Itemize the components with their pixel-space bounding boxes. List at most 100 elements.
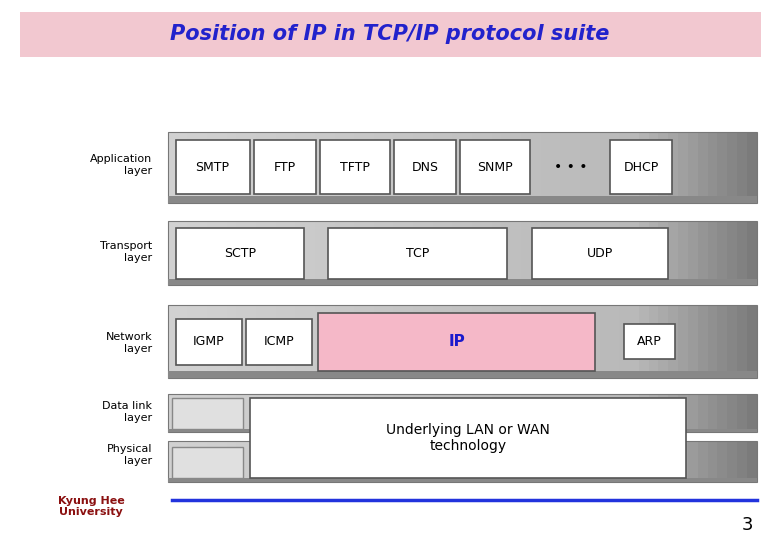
Bar: [541, 394, 551, 432]
Bar: [305, 441, 316, 482]
Bar: [580, 394, 590, 432]
Bar: [629, 305, 640, 378]
Bar: [354, 305, 365, 378]
Bar: [609, 132, 620, 202]
Bar: [324, 394, 335, 432]
Bar: [472, 221, 483, 285]
Bar: [364, 132, 374, 202]
Bar: [413, 221, 424, 285]
Bar: [718, 441, 728, 482]
Bar: [609, 441, 620, 482]
Bar: [629, 132, 640, 202]
Bar: [560, 221, 571, 285]
Bar: [590, 394, 601, 432]
Bar: [482, 221, 492, 285]
Bar: [658, 221, 669, 285]
Bar: [600, 305, 610, 378]
Bar: [226, 132, 237, 202]
Bar: [354, 394, 365, 432]
Bar: [688, 221, 698, 285]
Bar: [207, 132, 218, 202]
Bar: [413, 305, 424, 378]
Bar: [511, 132, 522, 202]
Bar: [403, 394, 414, 432]
Bar: [315, 132, 325, 202]
Bar: [285, 132, 296, 202]
Bar: [328, 228, 507, 279]
Bar: [197, 305, 207, 378]
Bar: [668, 441, 679, 482]
Bar: [345, 305, 355, 378]
Bar: [345, 132, 355, 202]
Bar: [668, 305, 679, 378]
Bar: [345, 221, 355, 285]
Bar: [600, 221, 610, 285]
Bar: [256, 394, 267, 432]
Bar: [236, 132, 247, 202]
Bar: [217, 132, 228, 202]
Bar: [168, 394, 757, 432]
Bar: [433, 132, 443, 202]
Bar: [688, 394, 698, 432]
Bar: [217, 305, 228, 378]
Bar: [168, 279, 757, 285]
Bar: [393, 305, 404, 378]
Bar: [452, 394, 463, 432]
Bar: [168, 305, 179, 378]
Bar: [551, 132, 561, 202]
Text: 3: 3: [741, 516, 753, 534]
Bar: [472, 305, 483, 378]
Bar: [178, 221, 188, 285]
Bar: [590, 221, 601, 285]
Bar: [256, 221, 267, 285]
Bar: [197, 221, 207, 285]
Bar: [746, 221, 757, 285]
Bar: [207, 305, 218, 378]
Text: Position of IP in TCP/IP protocol suite: Position of IP in TCP/IP protocol suite: [170, 24, 610, 44]
Bar: [246, 394, 257, 432]
Text: ICMP: ICMP: [264, 335, 294, 348]
Bar: [324, 221, 335, 285]
Bar: [305, 394, 316, 432]
Bar: [403, 305, 414, 378]
Bar: [600, 132, 610, 202]
Bar: [491, 305, 502, 378]
Bar: [315, 441, 325, 482]
Bar: [393, 221, 404, 285]
Bar: [737, 305, 747, 378]
Bar: [433, 221, 443, 285]
Bar: [246, 221, 257, 285]
Bar: [491, 441, 502, 482]
Bar: [168, 441, 179, 482]
Bar: [423, 394, 434, 432]
Bar: [688, 132, 698, 202]
Bar: [254, 140, 316, 194]
Bar: [688, 441, 698, 482]
Bar: [541, 221, 551, 285]
Bar: [187, 132, 198, 202]
Bar: [266, 441, 276, 482]
Bar: [187, 305, 198, 378]
Bar: [718, 221, 728, 285]
Bar: [403, 221, 414, 285]
Bar: [296, 132, 306, 202]
Bar: [285, 221, 296, 285]
Bar: [176, 140, 250, 194]
Bar: [521, 441, 532, 482]
Bar: [580, 132, 590, 202]
Bar: [668, 132, 679, 202]
Bar: [718, 132, 728, 202]
Bar: [541, 441, 551, 482]
Bar: [629, 221, 640, 285]
Bar: [629, 394, 640, 432]
Bar: [649, 394, 659, 432]
Bar: [275, 305, 286, 378]
Bar: [423, 221, 434, 285]
Bar: [266, 305, 276, 378]
Bar: [624, 324, 675, 359]
Text: SNMP: SNMP: [477, 161, 513, 174]
Bar: [393, 441, 404, 482]
Text: DHCP: DHCP: [623, 161, 659, 174]
Bar: [511, 394, 522, 432]
Bar: [285, 305, 296, 378]
